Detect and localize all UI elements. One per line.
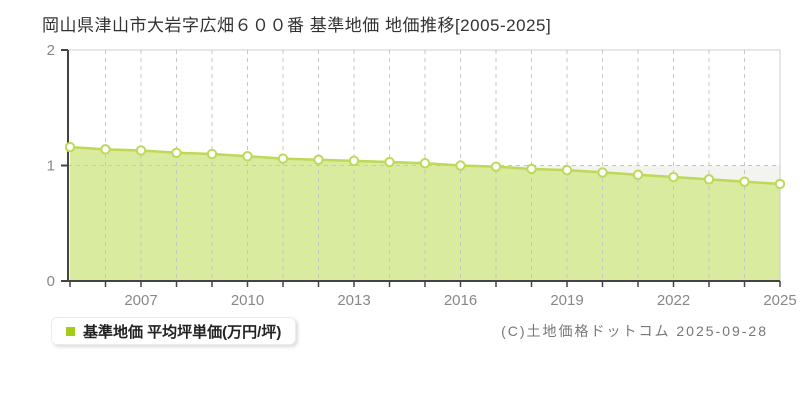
legend: 基準地価 平均坪単価(万円/坪) (51, 317, 297, 345)
x-tick-label: 2010 (231, 292, 264, 309)
data-point-marker (277, 153, 289, 164)
legend-marker-icon (66, 326, 75, 336)
y-tick-label: 0 (47, 273, 55, 290)
data-point-marker (526, 163, 537, 175)
data-point-marker (597, 167, 608, 178)
data-point-marker (419, 157, 431, 169)
x-tick-label: 2025 (763, 292, 796, 309)
data-point-marker (703, 174, 715, 185)
x-tick-label: 2016 (444, 292, 477, 309)
legend-label: 基準地価 平均坪単価(万円/坪) (83, 323, 282, 341)
data-point-marker (384, 156, 395, 168)
price-line (69, 145, 781, 186)
data-point-marker (490, 161, 502, 172)
data-point-marker (348, 155, 360, 167)
x-tick-label: 2013 (337, 292, 370, 309)
data-point-marker (135, 145, 147, 156)
x-tick-label: 2007 (124, 292, 157, 309)
data-point-marker (313, 154, 324, 165)
copyright-text: (C)土地価格ドットコム 2025-09-28 (501, 323, 768, 339)
y-tick-label: 2 (47, 42, 55, 59)
data-point-marker (739, 176, 750, 187)
y-tick-label: 1 (47, 158, 55, 175)
data-point-marker (632, 169, 644, 180)
data-point-marker (668, 171, 679, 183)
chart-title: 岡山県津山市大岩字広畑６００番 基準地価 地価推移[2005-2025] (42, 16, 552, 35)
data-point-marker (774, 178, 786, 190)
data-point-marker (206, 148, 218, 160)
x-tick-label: 2022 (657, 292, 690, 309)
data-point-marker (100, 144, 111, 155)
data-point-marker (64, 141, 76, 153)
data-point-marker (561, 164, 573, 176)
data-point-marker (171, 147, 182, 158)
x-tick-label: 2019 (550, 292, 583, 309)
below-one-band (68, 165, 780, 281)
data-point-marker (455, 160, 466, 171)
area-fill (70, 147, 780, 281)
data-point-marker (242, 151, 253, 162)
